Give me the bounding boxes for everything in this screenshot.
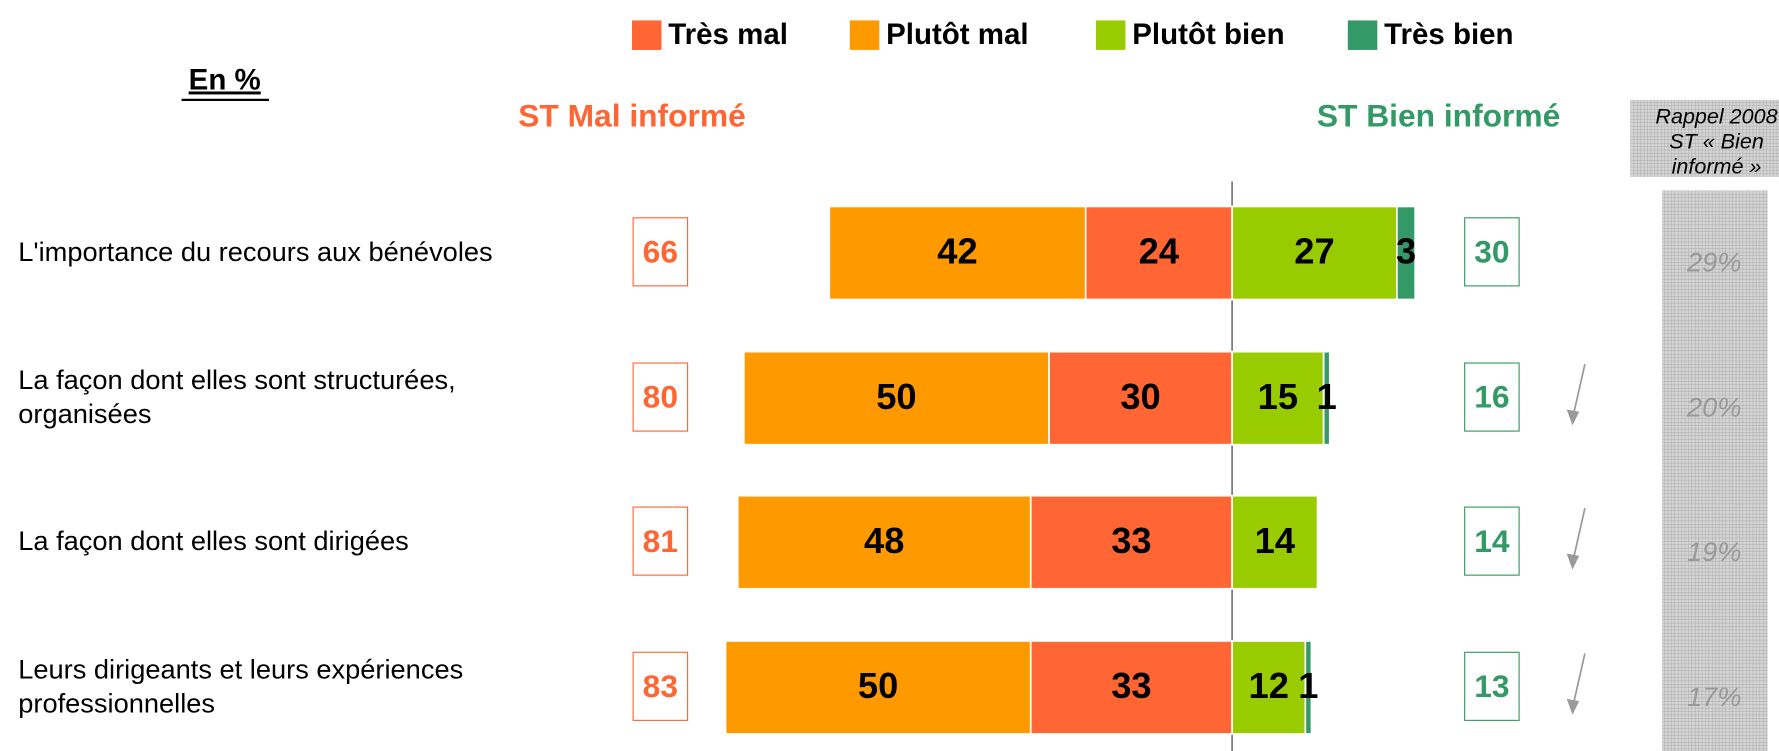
- trend-arrowhead: [1566, 698, 1580, 715]
- category-text: Leurs dirigeants et leurs expériences pr…: [18, 654, 464, 720]
- left-header: ST Mal informé: [518, 97, 746, 133]
- bar-segment: [1048, 350, 1233, 446]
- value-label: 48: [864, 520, 904, 561]
- recall-header: informé »: [1672, 154, 1762, 179]
- value-label: 33: [1111, 665, 1151, 706]
- category-text: L'importance du recours aux bénévoles: [18, 237, 493, 268]
- legend-label: Plutôt mal: [886, 18, 1029, 51]
- category-text: La façon dont elles sont dirigées: [18, 526, 409, 558]
- recall-value: 29%: [1686, 247, 1741, 278]
- bar-segment: [724, 640, 1032, 735]
- right-total-box: [1464, 651, 1520, 721]
- left-total: 80: [643, 379, 678, 415]
- legend-label: Plutôt bien: [1132, 18, 1284, 51]
- bar-segment: [1029, 640, 1233, 735]
- legend-swatch: [631, 20, 662, 50]
- value-label: 50: [876, 376, 916, 417]
- legend-swatch: [849, 20, 880, 50]
- trend-arrow: [1572, 363, 1586, 415]
- bar-segment: [828, 205, 1087, 301]
- value-label: 14: [1255, 520, 1295, 561]
- trend-arrow: [1572, 653, 1586, 704]
- legend-swatch: [1095, 20, 1126, 50]
- category-label: La façon dont elles sont structurées, or…: [18, 365, 456, 430]
- value-label: 1: [1317, 376, 1337, 417]
- trend-arrow: [1572, 508, 1586, 559]
- recall-value: 20%: [1686, 392, 1741, 423]
- left-total: 66: [643, 234, 678, 270]
- recall-value: 19%: [1687, 536, 1741, 567]
- right-total: 30: [1474, 234, 1509, 270]
- left-total: 81: [643, 523, 678, 559]
- bar-segment: [1231, 640, 1307, 735]
- value-label: 15: [1258, 376, 1298, 417]
- legend-label: Très mal: [668, 18, 788, 51]
- category-label: L'importance du recours aux bénévoles: [18, 237, 493, 268]
- value-label: 50: [858, 665, 898, 706]
- bar-segment: [1304, 640, 1313, 735]
- right-total-box: [1464, 506, 1520, 576]
- right-total: 13: [1474, 668, 1509, 704]
- left-total-box: [632, 217, 689, 287]
- bar-segment: [1322, 350, 1331, 446]
- legend-label: Très bien: [1384, 18, 1513, 51]
- value-label: 1: [1298, 665, 1318, 706]
- value-label: 33: [1111, 520, 1151, 561]
- value-label: 12: [1249, 665, 1289, 706]
- right-total: 14: [1474, 523, 1510, 559]
- right-total-box: [1464, 362, 1520, 432]
- recall-value: 17%: [1687, 681, 1741, 712]
- value-label: 3: [1396, 231, 1416, 272]
- recall-column: [1662, 190, 1768, 751]
- bar-segment: [1231, 494, 1319, 590]
- left-total: 83: [643, 668, 678, 704]
- legend-swatch: [1347, 20, 1378, 50]
- recall-header-box: [1630, 99, 1779, 177]
- recall-header: Rappel 2008: [1655, 104, 1777, 129]
- left-total-box: [632, 651, 689, 721]
- category-label: Leurs dirigeants et leurs expériences pr…: [18, 654, 464, 720]
- value-label: 42: [937, 231, 977, 272]
- bar-segment: [742, 350, 1050, 446]
- category-text: La façon dont elles sont structurées, or…: [18, 365, 456, 430]
- subtitle: En %: [189, 63, 261, 96]
- recall-header: ST « Bien: [1669, 129, 1764, 154]
- left-total-box: [632, 362, 689, 432]
- bar-segment: [736, 494, 1032, 590]
- value-label: 24: [1139, 231, 1179, 272]
- right-total: 16: [1474, 379, 1509, 415]
- right-total-box: [1464, 217, 1520, 287]
- left-total-box: [632, 506, 689, 576]
- trend-arrowhead: [1566, 553, 1580, 570]
- trend-arrowhead: [1566, 409, 1580, 426]
- bar-segment: [1029, 494, 1233, 590]
- right-header: ST Bien informé: [1317, 97, 1560, 133]
- value-label: 30: [1120, 376, 1160, 417]
- bar-segment: [1396, 205, 1417, 301]
- value-label: 27: [1294, 231, 1334, 272]
- category-label: La façon dont elles sont dirigées: [18, 526, 409, 558]
